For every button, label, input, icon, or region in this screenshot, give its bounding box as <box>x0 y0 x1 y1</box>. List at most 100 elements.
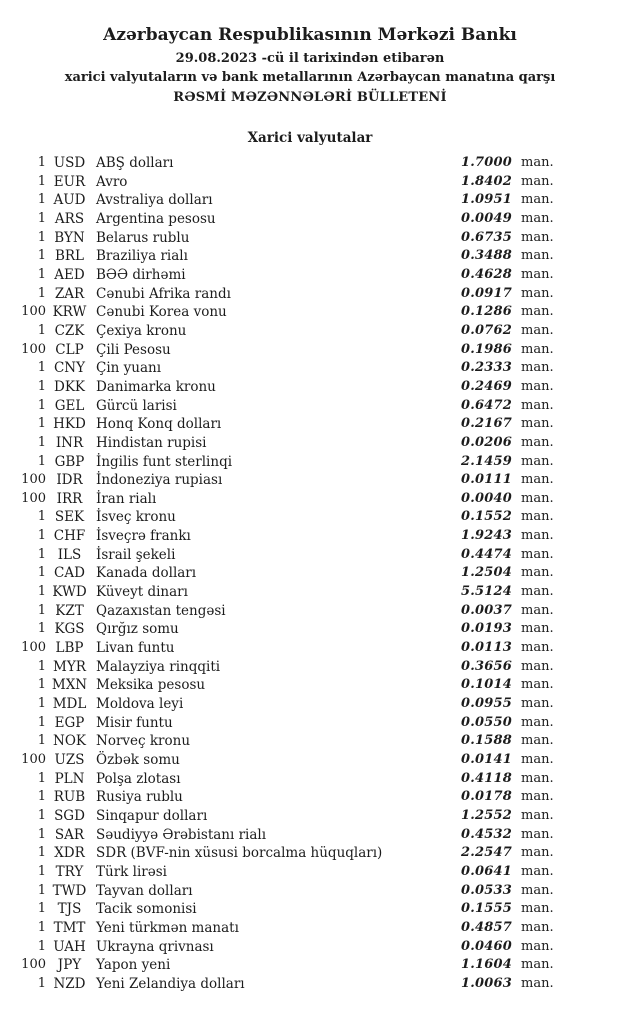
table-row: 1 ARS Argentina pesosu 0.0049 man. <box>0 210 620 229</box>
rate-value: 1.9243 <box>461 528 512 544</box>
rate-value: 1.1604 <box>461 957 512 973</box>
rate-code: KWD <box>52 584 87 601</box>
rate-unit: man. <box>521 602 554 618</box>
rate-value: 0.0206 <box>461 434 512 450</box>
rate-qty: 1 <box>37 173 46 189</box>
rate-code: KGS <box>54 621 85 638</box>
rate-code: CLP <box>55 341 84 358</box>
table-row: 1 CZK Çexiya kronu 0.0762 man. <box>0 322 620 341</box>
rate-code: EGP <box>54 714 85 731</box>
rate-qty: 100 <box>21 472 46 488</box>
rate-name: Moldova leyi <box>96 696 184 713</box>
rate-name: Çili Pesosu <box>96 341 171 358</box>
rate-unit: man. <box>521 714 554 730</box>
table-row: 100 CLP Çili Pesosu 0.1986 man. <box>0 341 620 360</box>
table-row: 1 KWD Küveyt dinarı 5.5124 man. <box>0 583 620 602</box>
rate-value: 2.1459 <box>461 453 512 469</box>
rate-unit: man. <box>521 807 554 823</box>
rate-unit: man. <box>521 248 554 264</box>
rate-value: 2.2547 <box>461 845 512 861</box>
rate-value: 0.0193 <box>461 621 512 637</box>
rate-qty: 1 <box>37 584 46 600</box>
rate-name: Argentina pesosu <box>96 210 216 227</box>
document-header: Azərbaycan Respublikasının Mərkəzi Bankı… <box>0 24 620 107</box>
table-row: 1 RUB Rusiya rublu 0.0178 man. <box>0 788 620 807</box>
table-row: 1 GEL Gürcü larisi 0.6472 man. <box>0 397 620 416</box>
rate-name: Yapon yeni <box>96 957 171 974</box>
rate-name: Hindistan rupisi <box>96 434 207 451</box>
rate-unit: man. <box>521 863 554 879</box>
rate-code: RUB <box>53 789 86 806</box>
rate-code: SEK <box>54 509 85 526</box>
rate-name: Yeni Zelandiya dolları <box>96 975 245 992</box>
rate-value: 1.7000 <box>461 155 512 170</box>
rate-qty: 1 <box>37 565 46 581</box>
rate-value: 1.0951 <box>461 192 512 208</box>
table-row: 1 GBP İngilis funt sterlinqi 2.1459 man. <box>0 453 620 472</box>
table-row: 1 ZAR Cənubi Afrika randı 0.0917 man. <box>0 285 620 304</box>
rate-code: USD <box>53 155 86 171</box>
rate-name: İndoneziya rupiası <box>96 472 223 489</box>
rate-name: Cənubi Korea vonu <box>96 304 227 321</box>
rate-value: 0.4857 <box>461 919 512 935</box>
rate-unit: man. <box>521 546 554 562</box>
rate-qty: 1 <box>37 509 46 525</box>
rate-unit: man. <box>521 266 554 282</box>
table-row: 1 SGD Sinqapur dolları 1.2552 man. <box>0 807 620 826</box>
rate-name: Tayvan dolları <box>96 882 193 899</box>
rate-unit: man. <box>521 696 554 712</box>
table-row: 1 SAR Səudiyyə Ərəbistanı rialı 0.4532 m… <box>0 826 620 845</box>
rate-code: TWD <box>52 882 87 899</box>
rate-value: 0.6472 <box>461 397 512 413</box>
rate-qty: 1 <box>37 733 46 749</box>
rate-code: NOK <box>53 733 86 750</box>
rate-unit: man. <box>521 397 554 413</box>
rate-name: Avro <box>96 173 128 190</box>
rate-qty: 1 <box>37 210 46 226</box>
rate-value: 0.4474 <box>461 546 512 562</box>
rate-value: 0.0533 <box>461 882 512 898</box>
table-row: 100 IRR İran rialı 0.0040 man. <box>0 490 620 509</box>
rate-qty: 1 <box>37 192 46 208</box>
table-row: 1 TMT Yeni türkmən manatı 0.4857 man. <box>0 919 620 938</box>
rate-unit: man. <box>521 975 554 991</box>
rate-code: AED <box>54 266 85 283</box>
rate-qty: 1 <box>37 845 46 861</box>
rate-qty: 1 <box>37 938 46 954</box>
rate-code: ZAR <box>54 285 85 302</box>
rate-value: 0.1986 <box>461 341 512 357</box>
rate-unit: man. <box>521 733 554 749</box>
table-row: 1 UAH Ukrayna qrivnası 0.0460 man. <box>0 938 620 957</box>
rate-code: NZD <box>53 975 86 992</box>
rate-value: 0.4118 <box>461 770 512 786</box>
rate-code: AUD <box>53 192 86 209</box>
rate-qty: 1 <box>37 434 46 450</box>
table-row: 1 HKD Honq Konq dolları 0.2167 man. <box>0 415 620 434</box>
rate-value: 0.0917 <box>461 285 512 301</box>
rate-code: XDR <box>54 845 85 862</box>
rate-code: PLN <box>54 770 85 787</box>
rate-qty: 1 <box>37 975 46 991</box>
rate-code: TMT <box>53 919 86 936</box>
rate-unit: man. <box>521 957 554 973</box>
effective-date-line: 29.08.2023 -cü il tarixindən etibarən <box>175 51 445 66</box>
bank-title: Azərbaycan Respublikasının Mərkəzi Bankı <box>103 25 517 45</box>
table-row: 1 TJS Tacik somonisi 0.1555 man. <box>0 900 620 919</box>
rate-name: İsrail şekeli <box>96 546 176 563</box>
rate-name: SDR (BVF-nin xüsusi borcalma hüquqları) <box>96 845 383 862</box>
rate-qty: 1 <box>37 528 46 544</box>
rate-name: Danimarka kronu <box>96 378 216 395</box>
rate-unit: man. <box>521 378 554 394</box>
rate-unit: man. <box>521 285 554 301</box>
table-row: 1 TRY Türk lirəsi 0.0641 man. <box>0 863 620 882</box>
table-row: 1 AUD Avstraliya dolları 1.0951 man. <box>0 191 620 210</box>
rate-code: UZS <box>54 752 85 768</box>
rate-name: Küveyt dinarı <box>96 584 188 601</box>
rate-name: Səudiyyə Ərəbistanı rialı <box>96 826 267 843</box>
rate-qty: 1 <box>37 807 46 823</box>
rate-name: Avstraliya dolları <box>96 192 213 209</box>
rate-qty: 1 <box>37 397 46 413</box>
rate-unit: man. <box>521 416 554 432</box>
rate-name: Gürcü larisi <box>96 397 177 414</box>
